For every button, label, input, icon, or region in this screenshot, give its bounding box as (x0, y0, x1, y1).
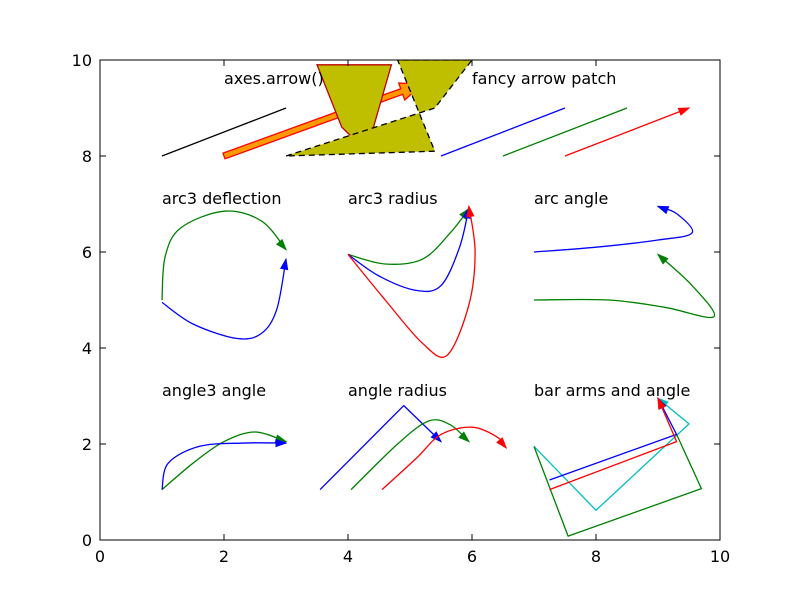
series-line-13 (319, 404, 442, 491)
series-line-6 (347, 208, 470, 265)
y-tick-label: 2 (82, 435, 92, 454)
series-line-5 (161, 259, 287, 340)
y-tick-label: 10 (72, 51, 92, 70)
series-line-12 (161, 442, 287, 490)
arrow-head-8 (466, 204, 475, 218)
ticks-layer: 0 2 4 6 8 10 0 2 4 6 8 10 (72, 51, 731, 566)
y-tick-label: 4 (82, 339, 92, 358)
series-line-19 (549, 398, 678, 491)
x-tick-label: 2 (219, 547, 229, 566)
arrow-head-10 (656, 253, 669, 265)
arrow-head-13 (430, 431, 443, 443)
series-layer (161, 107, 716, 537)
y-tick-label: 0 (82, 531, 92, 550)
series-line-16 (533, 397, 690, 511)
x-tick-label: 10 (710, 547, 730, 566)
annotation-label: axes.arrow() (224, 69, 324, 88)
arrow-head-14 (458, 431, 471, 443)
series-line-7 (347, 207, 470, 293)
annotation-label: angle radius (348, 381, 447, 400)
arrow-head-15 (496, 437, 508, 449)
series-line-1 (440, 107, 566, 157)
annotation-label: bar arms and angle (534, 381, 690, 400)
series-line-9 (533, 205, 694, 253)
patch-wedge-dashed-2 (285, 60, 473, 157)
y-tick-label: 6 (82, 243, 92, 262)
arrow-head-9 (656, 205, 670, 215)
arrow-head-19 (657, 397, 667, 410)
arrow-head-4 (275, 238, 287, 251)
series-line-3 (564, 107, 690, 157)
arrow-head-3 (677, 107, 691, 116)
arrow-head-12 (275, 438, 288, 448)
series-line-2 (502, 107, 628, 157)
x-tick-label: 4 (343, 547, 353, 566)
x-tick-label: 6 (467, 547, 477, 566)
annotation-label: arc angle (534, 189, 608, 208)
series-line-11 (161, 431, 287, 491)
annotation-label: arc3 radius (348, 189, 438, 208)
annotation-label: arc3 deflection (162, 189, 281, 208)
x-tick-label: 8 (591, 547, 601, 566)
patches-layer (222, 60, 473, 160)
series-line-0 (161, 107, 287, 157)
series-line-17 (533, 434, 703, 537)
series-line-15 (381, 426, 507, 491)
series-line-8 (347, 206, 476, 358)
series-line-10 (533, 253, 716, 319)
y-tick-label: 8 (82, 147, 92, 166)
arrow-head-5 (279, 257, 289, 271)
annotations-layer: axes.arrow() fancy arrow patch arc3 deflec… (162, 69, 690, 400)
series-line-4 (161, 210, 287, 301)
annotation-label: fancy arrow patch (472, 69, 616, 88)
series-line-18 (549, 398, 678, 481)
annotation-label: angle3 angle (162, 381, 266, 400)
x-tick-label: 0 (95, 547, 105, 566)
plot-frame (99, 59, 721, 541)
